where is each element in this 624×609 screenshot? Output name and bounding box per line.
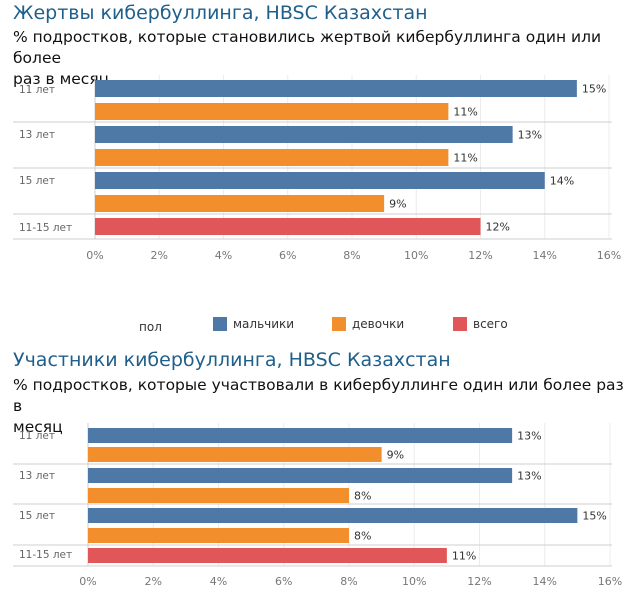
chart2-tick-label: 16% [598,575,622,588]
chart2-tick-label: 6% [275,575,292,588]
chart1-subtitle: % подростков, которые становились жертво… [13,27,624,90]
chart2-data-label: 13% [517,430,541,443]
legend-swatch-total [453,317,467,331]
chart1-category-label: 11-15 лет [19,222,72,234]
chart1-data-label: 14% [550,175,574,188]
chart2-subtitle-line1: % подростков, которые участвовали в кибе… [13,376,624,415]
legend-label-girls: девочки [352,317,405,331]
chart2-bar-girls[interactable] [88,488,349,503]
chart1-bar-boys[interactable] [95,80,577,97]
chart1-bar-boys[interactable] [95,172,545,189]
chart2-bar-boys[interactable] [88,468,513,483]
legend-item-boys[interactable]: мальчики [213,317,294,331]
chart2-subtitle-line2: месяц [13,418,63,436]
chart1-category-label: 11 лет [19,84,55,96]
chart1-data-label: 9% [389,198,406,211]
chart1-tick-label: 10% [404,249,428,262]
chart1-subtitle-line2: раз в месяц [13,70,110,88]
chart2-tick-label: 2% [145,575,162,588]
chart1-plot: 11 лет 13 лет 15 лет 11-15 лет 15% 11% 13% 11% 1… [13,75,621,262]
chart1-tick-label: 2% [151,249,168,262]
chart2-bar-total[interactable] [88,548,447,563]
chart1-data-label: 12% [486,221,510,234]
chart1-subtitle-line1: % подростков, которые становились жертво… [13,28,602,67]
chart1-data-label: 11% [453,152,477,165]
chart2-bar-boys[interactable] [88,508,578,523]
legend-label-boys: мальчики [233,317,295,331]
chart1-title: Жертвы кибербуллинга, HBSC Казахстан [13,2,428,24]
chart1-tick-label: 0% [86,249,103,262]
chart2-tick-label: 8% [340,575,357,588]
chart2-tick-label: 0% [79,575,96,588]
chart2-title: Участники кибербуллинга, HBSC Казахстан [13,349,451,371]
chart1-category-label: 15 лет [19,175,55,187]
chart1-data-label: 13% [518,129,542,142]
chart2-data-label: 8% [354,490,371,503]
chart2-category-label: 13 лет [19,470,55,482]
chart2-tick-label: 4% [210,575,227,588]
chart2-category-label: 15 лет [19,510,55,522]
legend-title: пол [139,320,162,334]
legend-label-total: всего [473,317,508,331]
chart2-bar-girls[interactable] [88,528,349,543]
legend: пол мальчики девочки всего [0,312,624,340]
legend-swatch-girls [332,317,346,331]
chart1-bar-girls[interactable] [95,149,449,166]
chart1-tick-label: 6% [279,249,296,262]
chart1-data-label: 15% [582,83,606,96]
chart2-tick-label: 14% [533,575,557,588]
chart2-subtitle: % подростков, которые участвовали в кибе… [13,375,624,438]
chart2-data-label: 11% [452,550,476,563]
chart2-category-label: 11 лет [19,430,55,442]
chart2-data-label: 13% [517,470,541,483]
chart1-bar-girls[interactable] [95,195,385,212]
chart2-bar-boys[interactable] [88,428,513,443]
chart1-data-label: 11% [453,106,477,119]
chart1-bar-total[interactable] [95,218,481,235]
chart1-tick-label: 12% [468,249,492,262]
legend-item-total[interactable]: всего [453,317,508,331]
chart2-data-label: 15% [582,510,606,523]
chart1-bar-girls[interactable] [95,103,449,120]
chart2-data-label: 8% [354,530,371,543]
chart1-tick-label: 14% [533,249,557,262]
legend-item-girls[interactable]: девочки [332,317,404,331]
chart2-category-label: 11-15 лет [19,549,72,561]
chart1-tick-label: 4% [215,249,232,262]
chart1-tick-label: 8% [343,249,360,262]
chart2-tick-label: 10% [402,575,426,588]
chart2-tick-label: 12% [467,575,491,588]
chart2-data-label: 9% [387,449,404,462]
legend-swatch-boys [213,317,227,331]
chart1-tick-label: 16% [597,249,621,262]
chart1-category-label: 13 лет [19,129,55,141]
chart2-bar-girls[interactable] [88,447,382,462]
chart1-bar-boys[interactable] [95,126,513,143]
